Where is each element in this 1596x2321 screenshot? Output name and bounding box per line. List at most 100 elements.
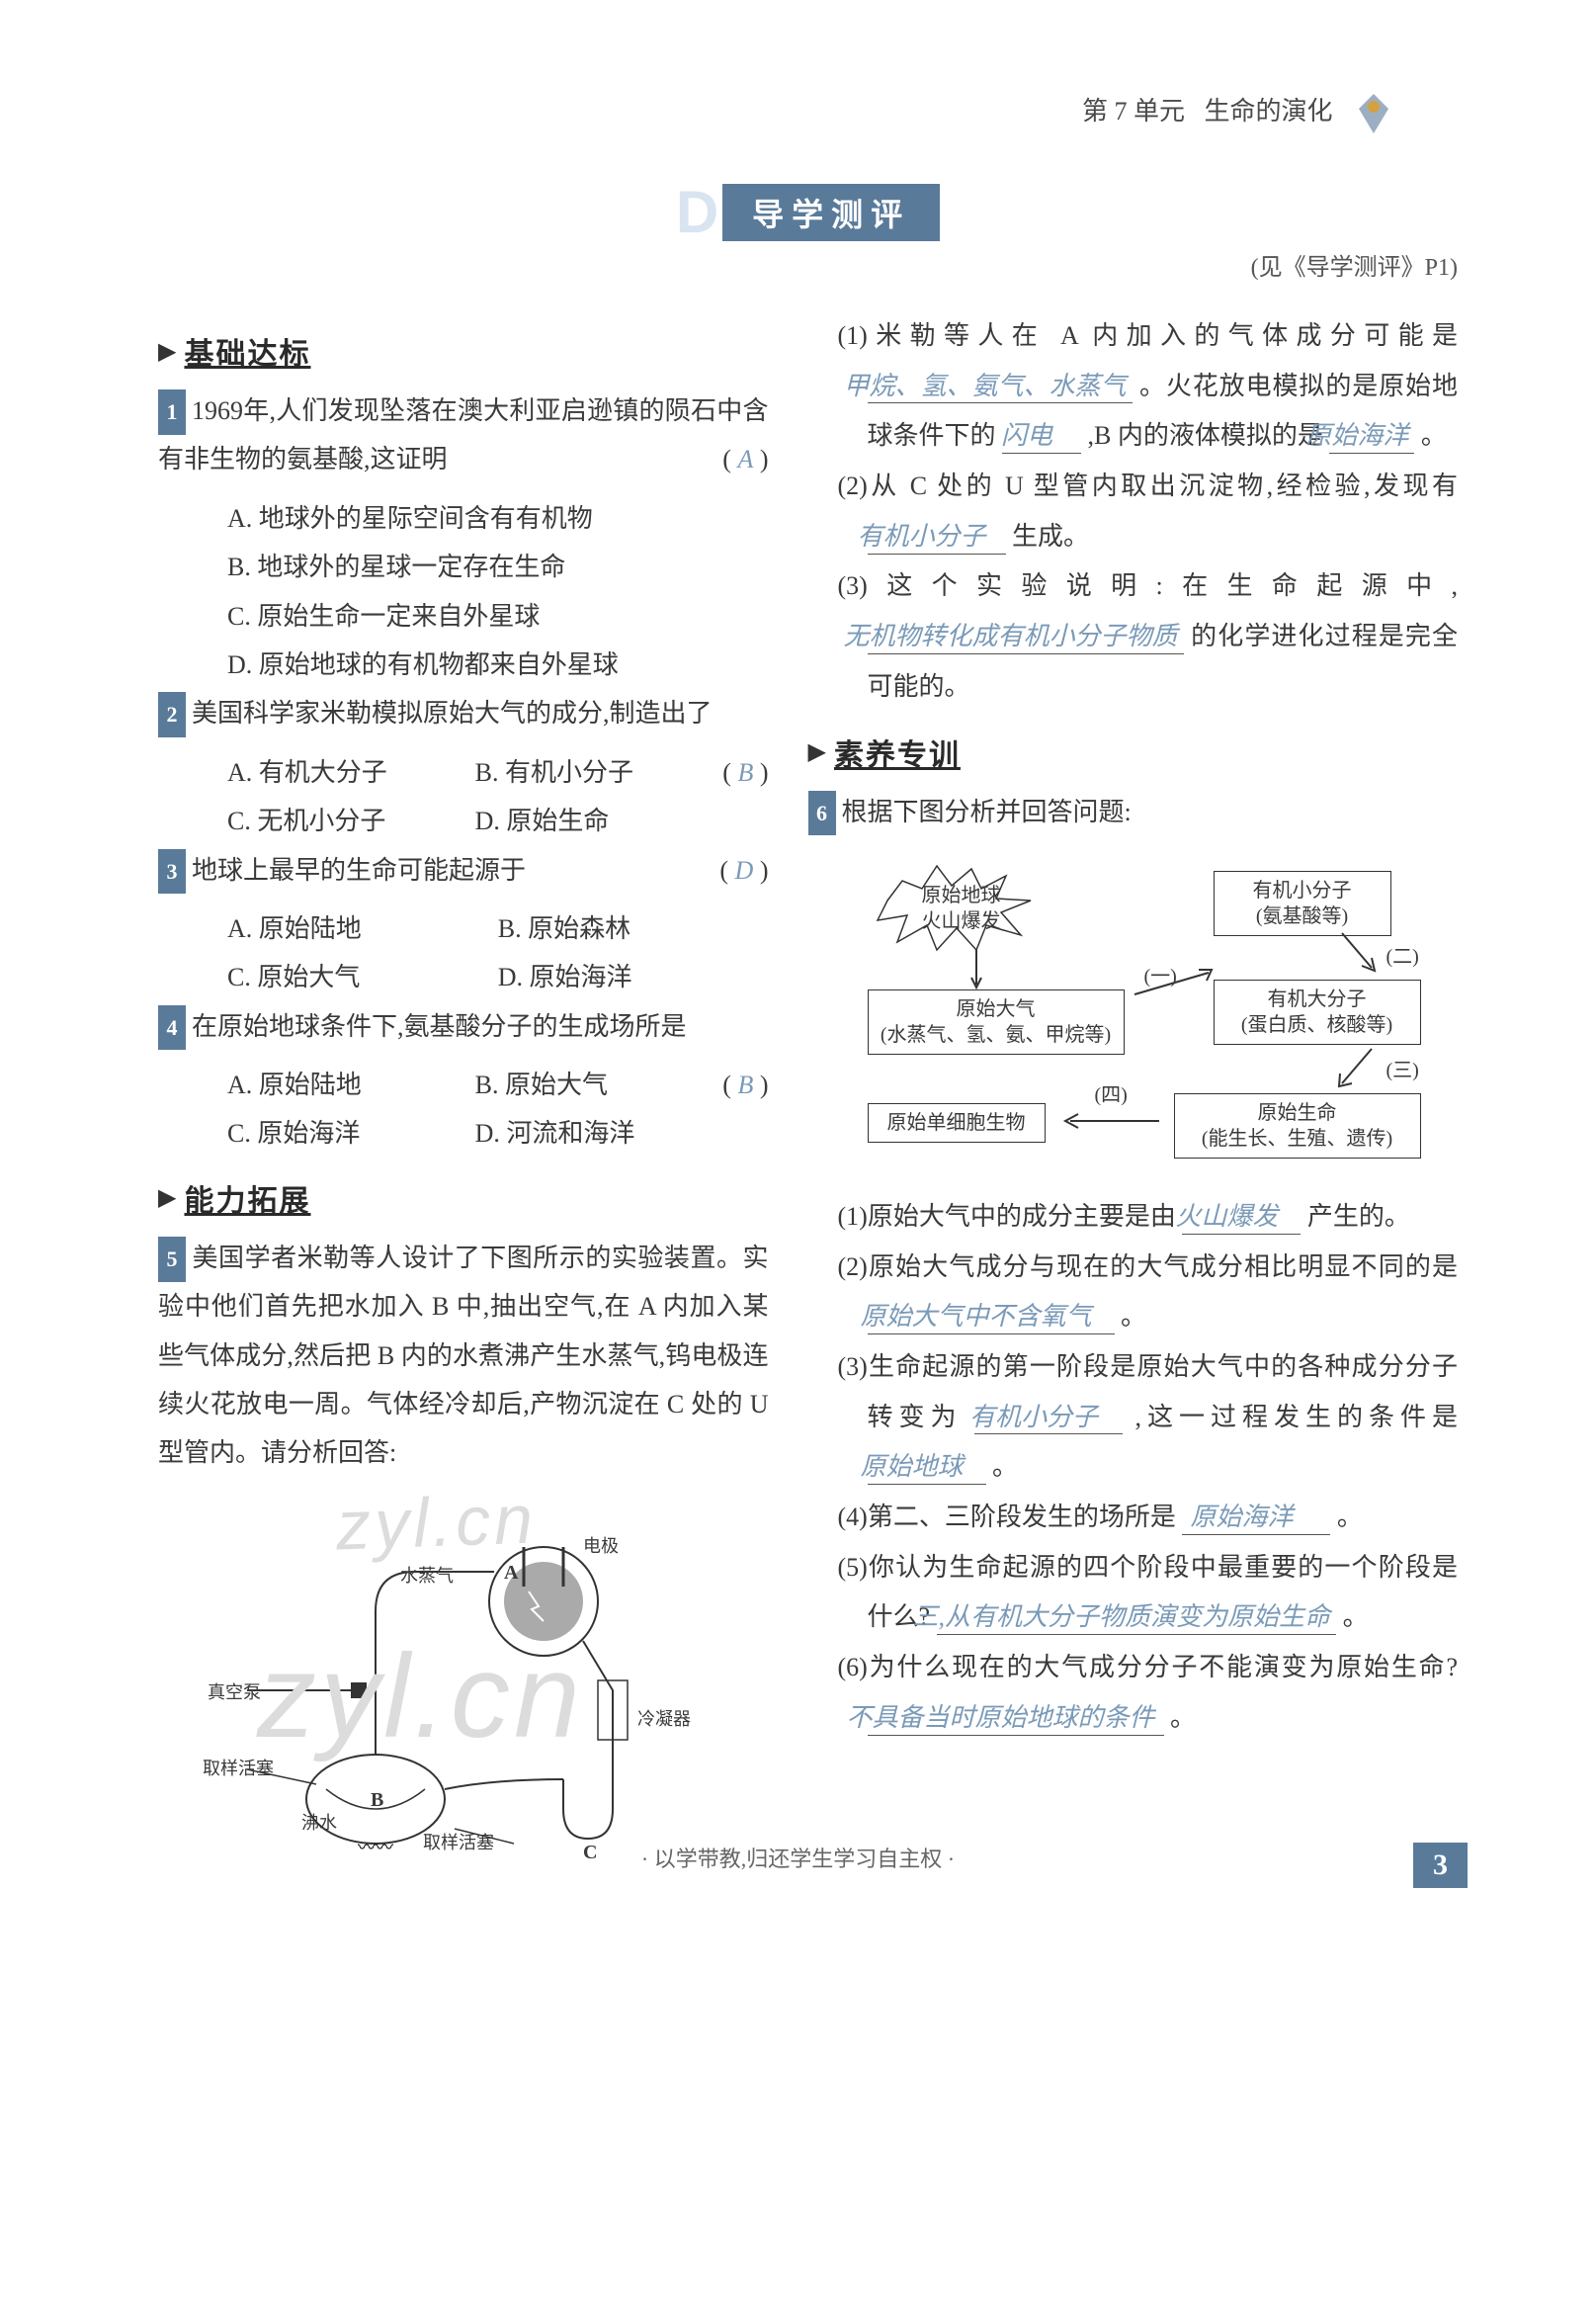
- arrow-icon: ▶: [808, 737, 826, 766]
- q3-text: 地球上最早的生命可能起源于: [192, 856, 526, 885]
- q6-sub4: (4)第二、三阶段发生的场所是 原始海洋 。: [838, 1493, 1459, 1543]
- q4-options: A. 原始陆地 B. 原始大气 C. 原始海洋 D. 河流和海洋: [158, 1061, 722, 1159]
- q6-sub3-ans1: 有机小分子: [974, 1401, 1123, 1435]
- q6-edge3: (三): [1386, 1054, 1419, 1082]
- page-header: 第 7 单元 生命的演化: [158, 89, 1458, 138]
- q2-num: 2: [158, 692, 186, 737]
- question-6: 6根据下图分析并回答问题:: [808, 788, 1459, 836]
- q5-label-a: A: [504, 1562, 518, 1585]
- q3-opt-d: D. 原始海洋: [498, 953, 769, 1001]
- q6-text: 根据下图分析并回答问题:: [842, 798, 1132, 826]
- q4-text: 在原始地球条件下,氨基酸分子的生成场所是: [192, 1012, 687, 1041]
- page-number: 3: [1413, 1843, 1468, 1888]
- q5-label-steam: 水蒸气: [400, 1562, 454, 1588]
- q4-opt-b: B. 原始大气: [475, 1061, 723, 1109]
- q6-sub5: (5)你认为生命起源的四个阶段中最重要的一个阶段是什么? 三,从有机大分子物质演…: [838, 1543, 1459, 1643]
- q1-answer: A: [737, 445, 753, 473]
- q1-opt-b: B. 地球外的星球一定存在生命: [227, 543, 769, 591]
- q6-sub4-pre: (4)第二、三阶段发生的场所是: [838, 1503, 1176, 1531]
- q5-sub3: (3)这个实验说明:在生命起源中, 无机物转化成有机小分子物质 的化学进化过程是…: [838, 561, 1459, 712]
- q2-answer-slot: ( B ): [722, 748, 768, 797]
- q3-options: A. 原始陆地 B. 原始森林 C. 原始大气 D. 原始海洋: [158, 904, 769, 1002]
- q5-sub1-ans3: 原始海洋: [1329, 419, 1414, 454]
- q5-diagram: 〰〰: [198, 1493, 731, 1868]
- q5-text: 美国学者米勒等人设计了下图所示的实验装置。实验中他们首先把水加入 B 中,抽出空…: [158, 1244, 769, 1468]
- banner-ref: (见《导学测评》P1): [158, 247, 1458, 282]
- arrow-icon: ▶: [158, 1183, 176, 1212]
- question-3: 3地球上最早的生命可能起源于 ( D ): [158, 846, 769, 895]
- unit-title: 生命的演化: [1204, 97, 1332, 126]
- q6-sub4-ans: 原始海洋: [1182, 1501, 1330, 1535]
- section-banner: D 导学测评: [158, 178, 1458, 237]
- q6-sub1-pre: (1)原始大气中的成分主要是由: [838, 1202, 1176, 1231]
- q5-num: 5: [158, 1237, 186, 1282]
- q2-opt-b: B. 有机小分子: [475, 748, 723, 797]
- q3-num: 3: [158, 849, 186, 895]
- q5-sub3-ans: 无机物转化成有机小分子物质: [868, 620, 1184, 654]
- q5-label-electrode: 电极: [583, 1532, 619, 1558]
- q5-sub1-pre: (1)米勒等人在 A 内加入的气体成分可能是: [838, 321, 1459, 350]
- question-1: 11969年,人们发现坠落在澳大利亚启逊镇的陨石中含有非生物的氨基酸,这证明 (…: [158, 387, 769, 484]
- q4-answer-slot: ( B ): [722, 1061, 768, 1109]
- page-root: 第 7 单元 生命的演化 D 导学测评 (见《导学测评》P1) ▶ 基础达标 1…: [0, 0, 1596, 1942]
- q3-opt-b: B. 原始森林: [498, 904, 769, 953]
- q1-answer-slot: ( A ): [722, 435, 768, 483]
- q2-opt-a: A. 有机大分子: [227, 748, 475, 797]
- q6-sub2-pre: (2)原始大气成分与现在的大气成分相比明显不同的是: [838, 1252, 1459, 1281]
- q4-opt-c: C. 原始海洋: [227, 1109, 475, 1158]
- q5-sub2-ans: 有机小分子: [868, 520, 1006, 555]
- q6-edge4: (四): [1095, 1078, 1128, 1107]
- question-2: 2美国科学家米勒模拟原始大气的成分,制造出了: [158, 689, 769, 737]
- q6-sub3-mid: ,这一过程发生的条件是: [1135, 1403, 1458, 1431]
- q6-sub1-end: 产生的。: [1307, 1202, 1410, 1231]
- q6-sub1: (1)原始大气中的成分主要是由 火山爆发 产生的。: [838, 1192, 1459, 1243]
- q2-text: 美国科学家米勒模拟原始大气的成分,制造出了: [192, 699, 713, 728]
- jichu-title: 基础达标: [184, 329, 310, 373]
- q5-label-stopper1: 取样活塞: [203, 1755, 274, 1780]
- q6-sub3: (3)生命起源的第一阶段是原始大气中的各种成分分子转变为 有机小分子 ,这一过程…: [838, 1342, 1459, 1493]
- q4-num: 4: [158, 1005, 186, 1051]
- q6-num: 6: [808, 791, 836, 836]
- q6-sub6-end: 。: [1170, 1703, 1196, 1732]
- q3-opt-c: C. 原始大气: [227, 953, 498, 1001]
- banner-letter: D: [676, 178, 718, 246]
- q5-sub3-pre: (3)这个实验说明:在生命起源中,: [838, 571, 1459, 600]
- subsection-suyang: ▶ 素养专训: [808, 731, 1459, 774]
- q5-label-condenser: 冷凝器: [637, 1705, 691, 1731]
- header-logo-icon: [1349, 89, 1398, 138]
- q6-sub6: (6)为什么现在的大气成分分子不能演变为原始生命? 不具备当时原始地球的条件 。: [838, 1643, 1459, 1743]
- q2-answer: B: [737, 758, 753, 787]
- q6-sub4-end: 。: [1337, 1503, 1363, 1531]
- q1-opt-a: A. 地球外的星际空间含有有机物: [227, 494, 769, 543]
- q6-node5: 原始单细胞生物: [868, 1103, 1046, 1143]
- footer-motto: · 以学带教,归还学生学习自主权 ·: [0, 1842, 1596, 1873]
- suyang-title: 素养专训: [834, 731, 961, 774]
- q5-sub1-ans2: 闪电: [1002, 419, 1081, 454]
- q6-sub3-ans2: 原始地球: [868, 1450, 986, 1485]
- subsection-nengli: ▶ 能力拓展: [158, 1176, 769, 1220]
- banner-title: 导学测评: [722, 184, 940, 241]
- q6-sub1-ans: 火山爆发: [1182, 1200, 1301, 1235]
- q6-node2: 有机小分子(氨基酸等): [1214, 871, 1391, 936]
- q6-node4: 有机大分子(蛋白质、核酸等): [1214, 980, 1421, 1045]
- unit-label: 第 7 单元: [1082, 97, 1185, 126]
- question-5: 5美国学者米勒等人设计了下图所示的实验装置。实验中他们首先把水加入 B 中,抽出…: [158, 1234, 769, 1478]
- question-4: 4在原始地球条件下,氨基酸分子的生成场所是: [158, 1002, 769, 1051]
- q5-sub2-end: 生成。: [1012, 522, 1089, 551]
- q6-sub6-ans: 不具备当时原始地球的条件: [868, 1701, 1164, 1736]
- q1-opt-c: C. 原始生命一定来自外星球: [227, 592, 769, 641]
- q5-sub1-ans1: 甲烷、氢、氨气、水蒸气: [868, 370, 1133, 404]
- q1-opt-d: D. 原始地球的有机物都来自外星球: [227, 641, 769, 689]
- q4-opt-d: D. 河流和海洋: [475, 1109, 723, 1158]
- q6-node6: 原始生命(能生长、生殖、遗传): [1174, 1093, 1421, 1159]
- q1-text: 1969年,人们发现坠落在澳大利亚启逊镇的陨石中含有非生物的氨基酸,这证明: [158, 396, 769, 473]
- left-column: ▶ 基础达标 11969年,人们发现坠落在澳大利亚启逊镇的陨石中含有非生物的氨基…: [158, 311, 769, 1883]
- right-column: (1)米勒等人在 A 内加入的气体成分可能是 甲烷、氢、氨气、水蒸气 。火花放电…: [808, 311, 1459, 1883]
- q3-opt-a: A. 原始陆地: [227, 904, 498, 953]
- q5-sub1: (1)米勒等人在 A 内加入的气体成分可能是 甲烷、氢、氨气、水蒸气 。火花放电…: [838, 311, 1459, 462]
- q1-options: A. 地球外的星际空间含有有机物 B. 地球外的星球一定存在生命 C. 原始生命…: [158, 494, 769, 690]
- q6-node1: 原始地球火山爆发: [878, 883, 1046, 934]
- q6-edge1: (一): [1144, 960, 1177, 989]
- q6-sub2-end: 。: [1121, 1302, 1146, 1331]
- q2-options: A. 有机大分子 B. 有机小分子 C. 无机小分子 D. 原始生命: [158, 748, 722, 846]
